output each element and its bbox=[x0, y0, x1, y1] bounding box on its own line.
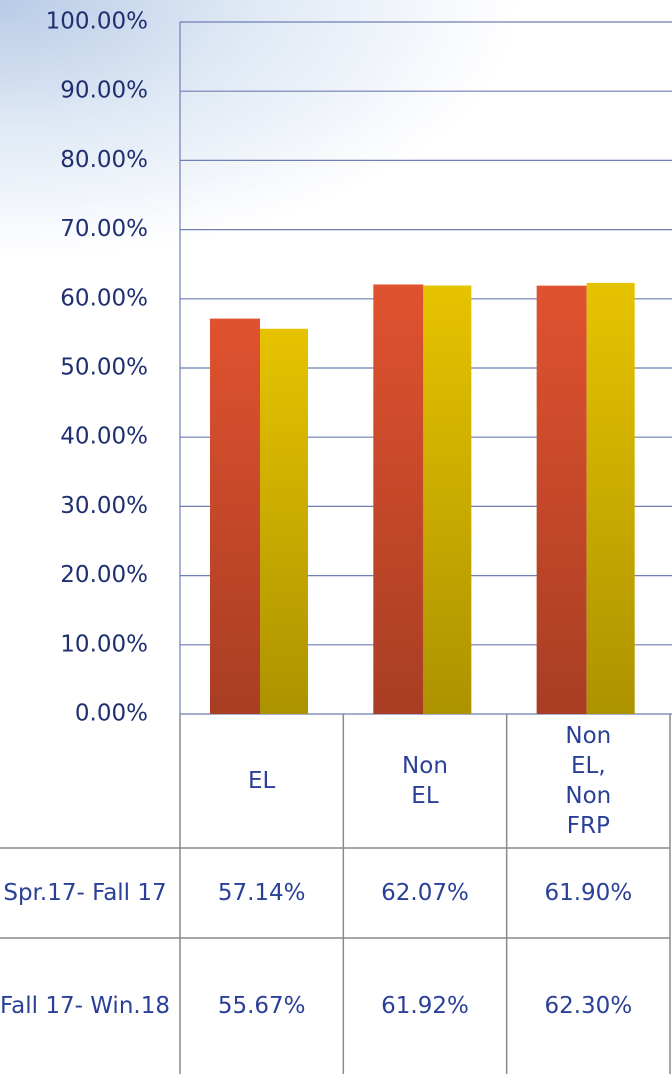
value-label-text: 62.07% bbox=[381, 880, 469, 906]
y-tick-label: 90.00% bbox=[60, 78, 148, 104]
category-label-text: Non EL, Non FRP bbox=[565, 723, 612, 839]
legend-label-text: Fall 17- Win.18 bbox=[0, 993, 170, 1019]
bar-shade bbox=[373, 284, 424, 714]
value-label: 61.90% bbox=[507, 848, 670, 938]
value-label-text: 57.14% bbox=[217, 880, 306, 906]
value-label: 61.92% bbox=[343, 938, 506, 1074]
value-label: 62.30% bbox=[507, 938, 670, 1074]
legend-label-text: Spr.17- Fall 17 bbox=[3, 880, 167, 906]
bar-shade bbox=[260, 328, 308, 714]
value-label-text: 55.67% bbox=[217, 993, 306, 1019]
category-label-text: EL bbox=[247, 768, 276, 794]
y-tick-label: 100.00% bbox=[46, 9, 148, 35]
y-tick-label: 70.00% bbox=[60, 216, 148, 242]
category-label-text: Non EL bbox=[402, 753, 448, 809]
y-tick-label: 0.00% bbox=[75, 701, 148, 727]
bar-shade bbox=[423, 285, 472, 714]
value-label-text: 61.90% bbox=[544, 880, 633, 906]
category-label: EL bbox=[180, 714, 343, 848]
category-label: Non EL bbox=[343, 714, 506, 848]
y-tick-label: 20.00% bbox=[60, 562, 148, 588]
bar-shade bbox=[210, 318, 260, 714]
y-tick-label: 30.00% bbox=[60, 493, 148, 519]
y-tick-label: 40.00% bbox=[60, 424, 148, 450]
legend-label: Fall 17- Win.18 bbox=[0, 938, 180, 1074]
value-label: 55.67% bbox=[180, 938, 343, 1074]
y-tick-label: 60.00% bbox=[60, 285, 148, 311]
y-tick-label: 10.00% bbox=[60, 631, 148, 657]
legend-label: Spr.17- Fall 17 bbox=[0, 848, 180, 938]
y-tick-label: 80.00% bbox=[60, 147, 148, 173]
value-label: 62.07% bbox=[343, 848, 506, 938]
value-label-text: 62.30% bbox=[544, 993, 633, 1019]
bar-shade bbox=[586, 282, 635, 714]
y-tick-label: 50.00% bbox=[60, 355, 148, 381]
category-label: Non EL, Non FRP bbox=[507, 714, 670, 848]
bar-shade bbox=[536, 285, 587, 714]
value-label: 57.14% bbox=[180, 848, 343, 938]
value-label-text: 61.92% bbox=[381, 993, 469, 1019]
